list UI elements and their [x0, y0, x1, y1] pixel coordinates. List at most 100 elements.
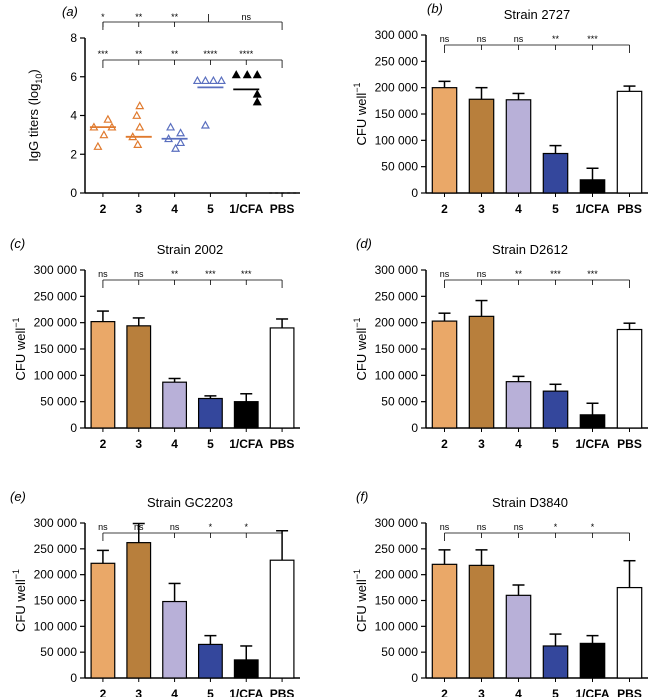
sig-label: ns: [134, 522, 144, 532]
bar-2: [431, 563, 458, 679]
y-axis-title: CFU well−1: [352, 318, 369, 381]
sig-label: ns: [98, 269, 108, 279]
bar-PBS: [616, 90, 643, 194]
y-tick-label: 100 000: [375, 619, 419, 633]
panel-label: (e): [10, 489, 26, 504]
x-tick-label: 5: [552, 687, 559, 697]
x-tick-label: 1/CFA: [575, 437, 609, 451]
sig-label: ***: [550, 269, 561, 279]
y-tick-label: 150 000: [375, 342, 419, 356]
sig-label: ***: [241, 269, 252, 279]
sig-label: ns: [514, 34, 524, 44]
x-tick-label: 4: [171, 437, 178, 451]
sig-label: **: [552, 34, 560, 44]
point-4: [166, 122, 176, 131]
x-tick-label: 4: [171, 687, 178, 697]
y-tick-label: 300 000: [375, 28, 419, 42]
x-tick-label: 5: [207, 687, 214, 697]
chart-title: Strain 2002: [157, 242, 224, 257]
sig-label: *: [554, 522, 558, 532]
x-tick-label: 1/CFA: [229, 687, 263, 697]
point-5: [200, 120, 210, 129]
point-1-CFA: [242, 70, 252, 79]
point-4: [171, 143, 181, 152]
x-tick-label: PBS: [270, 202, 295, 216]
x-tick-label: PBS: [617, 202, 642, 216]
y-axis-title: CFU well−1: [352, 569, 369, 632]
panel-b: (b) Strain 2727 0 50 000 100 000 150 000 200 0…: [352, 1, 648, 216]
chart-title: Strain GC2203: [147, 495, 233, 510]
x-tick-label: 2: [100, 437, 107, 451]
x-tick-label: 1/CFA: [575, 202, 609, 216]
bar-1-CFA: [579, 414, 606, 429]
sig-label: ns: [440, 269, 450, 279]
y-tick-label: 0: [70, 671, 77, 685]
sig-label: ns: [477, 269, 487, 279]
y-tick-label: 300 000: [34, 263, 78, 277]
y-tick-label: 100 000: [375, 133, 419, 147]
y-tick-label: 200 000: [375, 568, 419, 582]
bar-4: [505, 99, 532, 194]
bar-2: [431, 320, 458, 429]
sig-label: ns: [477, 522, 487, 532]
x-tick-label: 5: [207, 202, 214, 216]
y-tick-label: 0: [70, 186, 77, 200]
panel-label: (a): [62, 4, 78, 19]
bar-4: [505, 594, 532, 679]
y-tick-label: 6: [70, 70, 77, 84]
sig-label-top: **: [135, 12, 143, 22]
y-tick-label: 200 000: [375, 81, 419, 95]
sig-label: ns: [440, 522, 450, 532]
panel-e: (e) Strain GC2203 0 50 000 100 000 150 000 200…: [10, 489, 300, 697]
x-tick-label: PBS: [270, 687, 295, 697]
y-tick-label: 0: [411, 671, 418, 685]
x-tick-label: 5: [552, 202, 559, 216]
x-tick-label: 2: [100, 202, 107, 216]
y-tick-label: 4: [70, 109, 77, 123]
sig-label: ns: [170, 522, 180, 532]
x-tick-label: 5: [552, 437, 559, 451]
sig-label: ***: [587, 269, 598, 279]
sig-label: ns: [98, 522, 108, 532]
x-tick-label: PBS: [617, 437, 642, 451]
panel-label: (b): [427, 1, 443, 16]
sig-label-top: ns: [241, 12, 251, 22]
sig-label: *: [209, 522, 213, 532]
point-5: [216, 75, 226, 85]
panel-label: (c): [10, 236, 25, 251]
y-tick-label: 150 000: [34, 594, 78, 608]
sig-label: ns: [514, 522, 524, 532]
x-tick-label: 3: [478, 202, 485, 216]
bar-4: [162, 381, 188, 429]
y-axis-title: CFU well−1: [11, 569, 28, 632]
bar-3: [468, 98, 495, 194]
bar-2: [431, 87, 458, 194]
bar-3: [468, 315, 495, 429]
bar-5: [197, 643, 223, 679]
bar-PBS: [616, 586, 643, 679]
sig-label: ns: [134, 269, 144, 279]
panel-label: (f): [356, 489, 368, 504]
y-tick-label: 300 000: [34, 516, 78, 530]
point-5: [200, 75, 210, 85]
sig-label-bottom: ***: [98, 49, 109, 59]
y-tick-label: 0: [70, 421, 77, 435]
sig-label: ***: [587, 34, 598, 44]
bar-1-CFA: [233, 659, 259, 679]
bar-5: [542, 645, 569, 679]
x-tick-label: 4: [515, 437, 522, 451]
point-2: [103, 114, 113, 123]
sig-label: **: [515, 269, 523, 279]
sig-label-bottom: ****: [203, 49, 218, 59]
point-3: [133, 139, 143, 148]
bar-2: [90, 321, 116, 429]
point-3: [135, 101, 145, 110]
x-tick-label: 4: [515, 202, 522, 216]
panel-c: (c) Strain 2002 0 50 000 100 000 150 000 200 0…: [10, 236, 300, 451]
point-1-CFA: [231, 70, 241, 79]
panel-label: (d): [356, 236, 372, 251]
y-axis-title: CFU well−1: [11, 318, 28, 381]
y-tick-label: 250 000: [34, 289, 78, 303]
bar-3: [126, 542, 152, 679]
bar-2: [90, 562, 116, 679]
